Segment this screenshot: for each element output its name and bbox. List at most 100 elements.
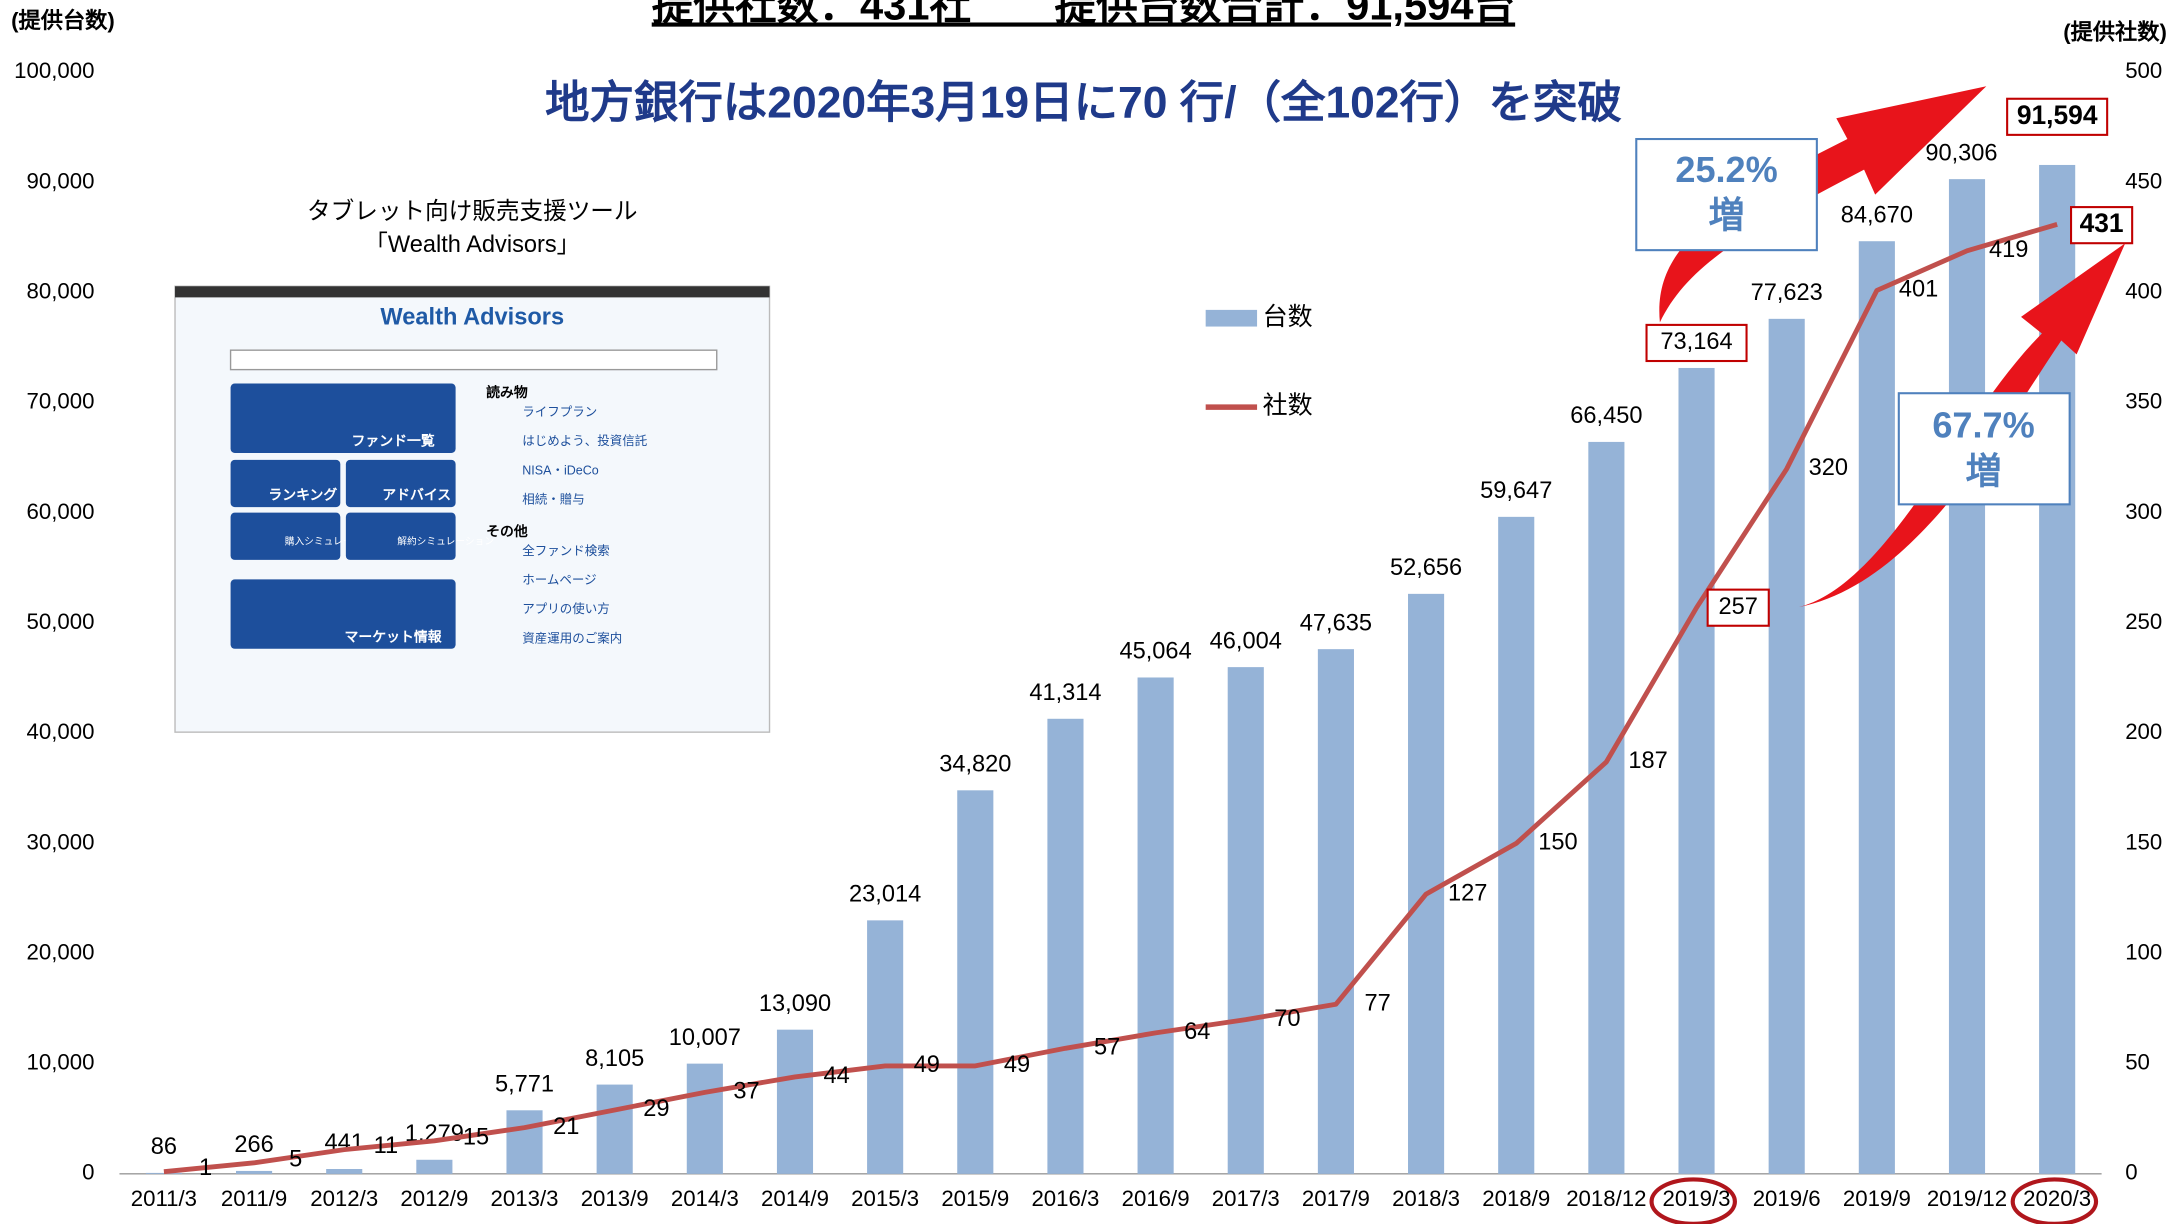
x-tick-label: 2014/9 (761, 1186, 829, 1211)
bar-value-label: 10,007 (669, 1025, 741, 1051)
y-tick-label: 90,000 (26, 168, 94, 193)
bar-value-label: 91,594 (2017, 100, 2098, 130)
bar (1138, 677, 1174, 1173)
y2-tick-label: 0 (2125, 1160, 2137, 1185)
line-value-label: 150 (1538, 830, 1577, 856)
bar (777, 1030, 813, 1174)
line-value-label: 431 (2080, 208, 2124, 238)
annotation: 67.7% (1932, 404, 2034, 445)
annotation: 増 (1709, 195, 1745, 236)
bar (867, 920, 903, 1173)
bar-value-label: 66,450 (1570, 403, 1642, 429)
y2-tick-label: 200 (2125, 719, 2162, 744)
bar (326, 1169, 362, 1174)
x-tick-label: 2019/3 (1663, 1186, 1731, 1211)
inset-item: ライフプラン (522, 405, 597, 419)
x-tick-label: 2014/3 (671, 1186, 739, 1211)
line-value-label: 70 (1274, 1006, 1300, 1032)
bar (416, 1160, 452, 1174)
x-tick-label: 2018/9 (1482, 1186, 1550, 1211)
bar-value-label: 84,670 (1841, 202, 1913, 228)
bar-value-label: 90,306 (1925, 140, 1997, 166)
line-value-label: 15 (463, 1124, 489, 1150)
line-value-label: 320 (1809, 455, 1848, 481)
line-value-label: 419 (1989, 237, 2028, 263)
y-tick-label: 60,000 (26, 499, 94, 524)
y2-tick-label: 450 (2125, 168, 2162, 193)
inset-item: 全ファンド検索 (522, 543, 610, 558)
x-tick-label: 2013/9 (581, 1186, 649, 1211)
inset-caption: タブレット向け販売支援ツール (307, 198, 638, 225)
x-tick-label: 2017/9 (1302, 1186, 1370, 1211)
bar (1408, 594, 1444, 1174)
inset-item: 解約シミュレーション (397, 534, 494, 547)
bar-value-label: 8,105 (585, 1046, 644, 1072)
y-tick-label: 70,000 (26, 389, 94, 414)
inset-item: 資産運用のご案内 (522, 630, 622, 645)
x-tick-label: 2018/3 (1392, 1186, 1460, 1211)
bar (506, 1110, 542, 1174)
y2-tick-label: 400 (2125, 279, 2162, 304)
y-tick-label: 40,000 (26, 719, 94, 744)
inset-item: ランキング (268, 487, 337, 503)
y2-tick-label: 150 (2125, 829, 2162, 854)
y2-tick-label: 300 (2125, 499, 2162, 524)
y2-tick-label: 50 (2125, 1050, 2150, 1075)
y-tick-label: 0 (82, 1160, 94, 1185)
y-tick-label: 100,000 (14, 58, 94, 83)
chart: 提供社数：431社 提供台数合計：91,594台 地方銀行は2020年3月19日… (0, 0, 2178, 1224)
y2-tick-label: 250 (2125, 609, 2162, 634)
line-value-label: 5 (289, 1146, 302, 1172)
line-value-label: 37 (733, 1079, 759, 1105)
x-tick-label: 2015/9 (941, 1186, 1009, 1211)
x-tick-label: 2019/6 (1753, 1186, 1821, 1211)
chart-title: 提供社数：431社 提供台数合計：91,594台 (652, 0, 1515, 28)
bar-value-label: 59,647 (1480, 478, 1552, 504)
bar-value-label: 47,635 (1300, 610, 1372, 636)
x-tick-label: 2011/3 (131, 1186, 197, 1211)
x-tick-label: 2016/9 (1122, 1186, 1190, 1211)
x-tick-label: 2016/3 (1031, 1186, 1099, 1211)
y2-tick-label: 100 (2125, 939, 2162, 964)
x-tick-label: 2019/12 (1927, 1186, 2007, 1211)
bar-value-label: 266 (234, 1132, 273, 1158)
annotation: 25.2% (1675, 149, 1777, 190)
x-tick-label: 2011/9 (221, 1186, 287, 1211)
bar-value-label: 73,164 (1660, 329, 1732, 355)
bar-value-label: 52,656 (1390, 555, 1462, 581)
line-value-label: 44 (824, 1063, 850, 1089)
bar (1047, 719, 1083, 1174)
line-value-label: 1 (199, 1155, 212, 1181)
inset-item: ホームページ (522, 573, 596, 587)
y-tick-label: 20,000 (26, 939, 94, 964)
bar (236, 1171, 272, 1174)
x-tick-label: 2017/3 (1212, 1186, 1280, 1211)
bar (1678, 368, 1714, 1174)
y-axis-label: (提供台数) (11, 7, 115, 33)
line-value-label: 77 (1364, 990, 1390, 1016)
bar (1588, 442, 1624, 1174)
y-tick-label: 10,000 (26, 1050, 94, 1075)
bar (1228, 667, 1264, 1174)
bar (1859, 241, 1895, 1174)
inset-item: アプリの使い方 (522, 601, 610, 616)
inset-item: NISA・iDeCo (522, 463, 598, 477)
y2-tick-label: 350 (2125, 389, 2162, 414)
line-value-label: 49 (1004, 1052, 1030, 1078)
x-tick-label: 2015/3 (851, 1186, 919, 1211)
bar-value-label: 77,623 (1751, 280, 1823, 306)
line-value-label: 11 (374, 1133, 399, 1159)
x-tick-label: 2020/3 (2023, 1186, 2091, 1211)
x-tick-label: 2012/3 (310, 1186, 378, 1211)
inset-item: アドバイス (382, 487, 451, 503)
bar (1318, 649, 1354, 1174)
inset-item: ファンド一覧 (351, 433, 434, 449)
x-tick-label: 2018/12 (1566, 1186, 1646, 1211)
line-value-label: 21 (553, 1114, 579, 1140)
line-value-label: 401 (1899, 277, 1938, 303)
inset: タブレット向け販売支援ツール 「Wealth Advisors」 Wealth … (175, 198, 770, 732)
line-value-label: 57 (1094, 1035, 1120, 1061)
bar-value-label: 5,771 (495, 1072, 554, 1098)
bar (597, 1085, 633, 1174)
inset-item: マーケット情報 (345, 628, 442, 644)
